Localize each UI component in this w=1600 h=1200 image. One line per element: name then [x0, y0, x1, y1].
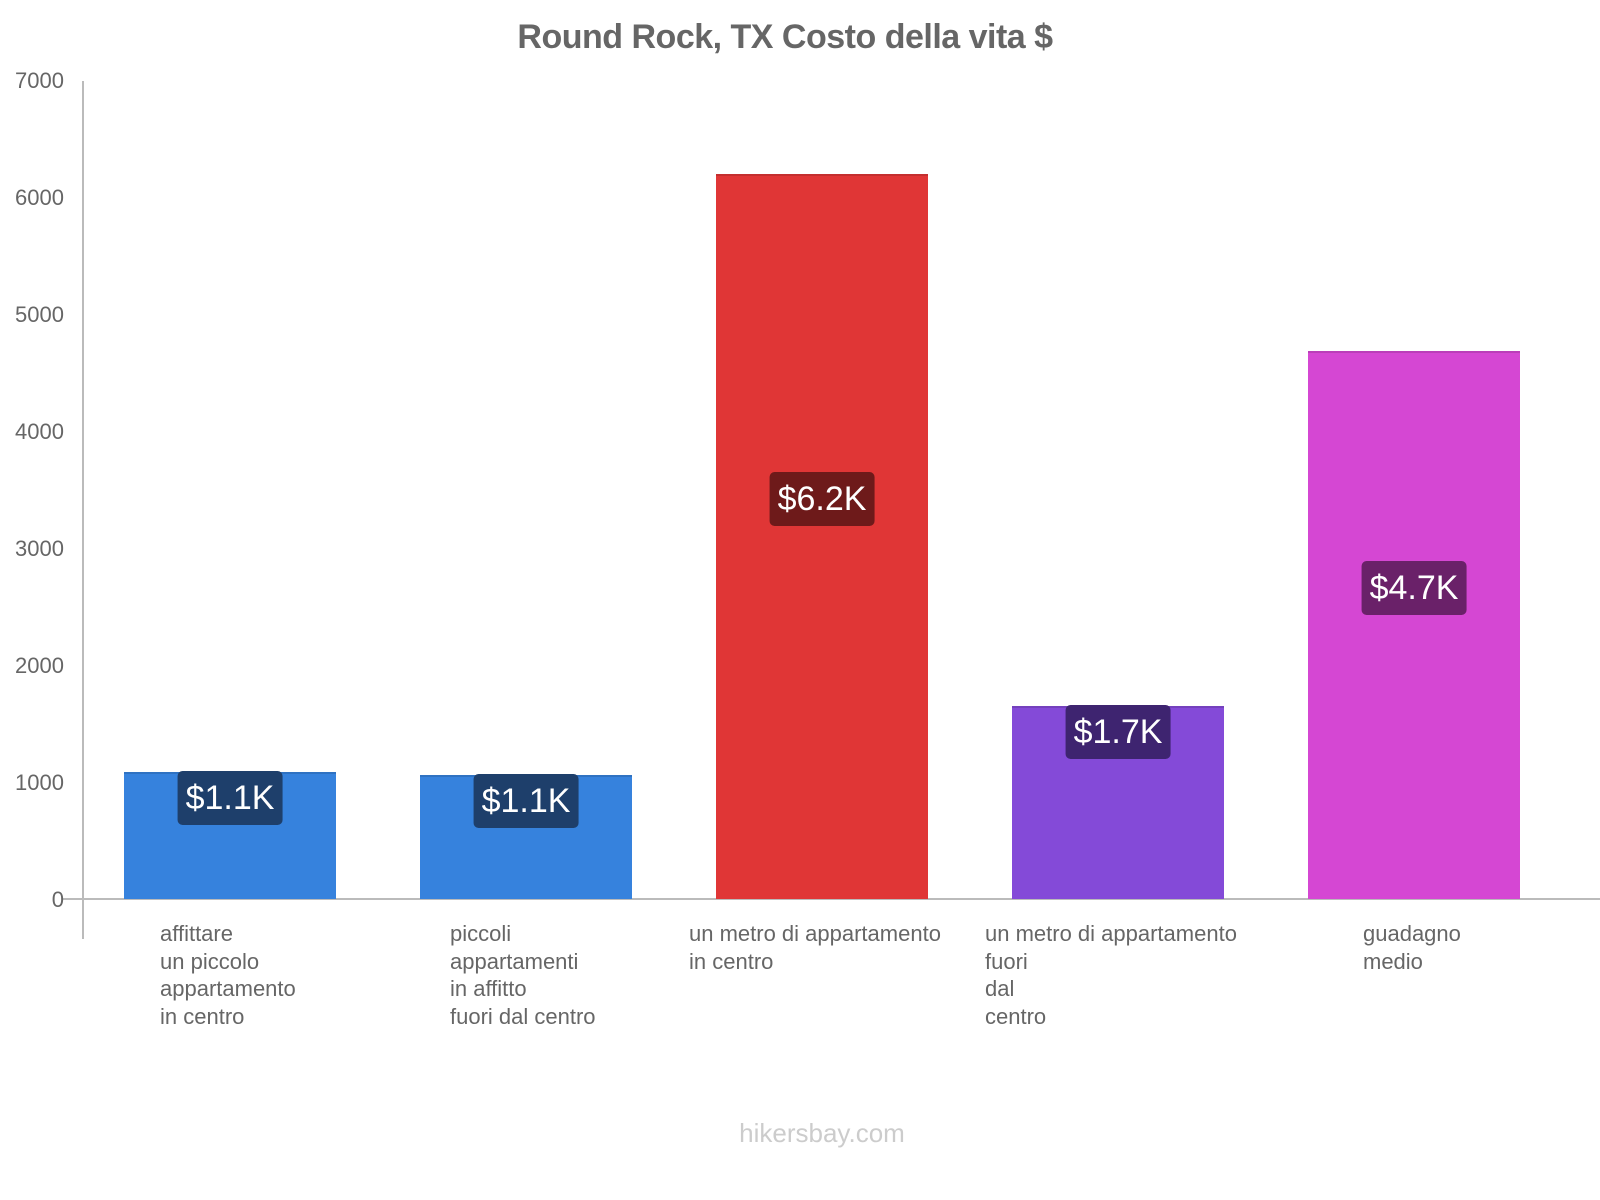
- x-label-line: centro: [985, 1003, 1047, 1029]
- x-label-line: fuori: [985, 948, 1028, 974]
- x-category-label: affittare un piccolo appartamento in cen…: [160, 920, 296, 1030]
- x-label-line: in centro: [160, 1003, 245, 1029]
- chart-title: Round Rock, TX Costo della vita $: [517, 18, 1053, 56]
- y-tick-label: 3000: [15, 536, 64, 561]
- x-category-label: un metro di appartamento in centro: [689, 920, 941, 975]
- bar-value-label: $1.1K: [473, 774, 579, 829]
- bar-value-label: $6.2K: [769, 472, 875, 527]
- x-axis-line: [62, 898, 1600, 900]
- x-label-line: piccoli: [450, 921, 512, 946]
- x-label-line: medio: [1363, 948, 1423, 974]
- y-tick-label: 7000: [15, 68, 64, 93]
- bar-value-label: $4.7K: [1361, 560, 1467, 615]
- x-label-line: appartamenti: [450, 948, 579, 974]
- x-label-line: un metro di appartamento: [689, 921, 941, 946]
- y-tick-label: 6000: [15, 185, 64, 210]
- bar-average-salary: [1308, 350, 1520, 899]
- watermark: hikersbay.com: [739, 1118, 905, 1148]
- x-label-line: appartamento: [160, 976, 296, 1001]
- bar-sqm-price-center: [716, 174, 928, 899]
- x-category-label: un metro di appartamento fuori dal centr…: [985, 920, 1237, 1030]
- y-tick-label: 1000: [15, 770, 64, 795]
- bar-value-label: $1.1K: [177, 770, 283, 825]
- x-label-line: un metro di appartamento: [985, 921, 1237, 946]
- bar-value-label: $1.7K: [1065, 705, 1171, 760]
- x-label-line: un piccolo: [160, 948, 260, 974]
- x-category-label: guadagno medio: [1363, 920, 1461, 975]
- x-label-line: fuori dal centro: [450, 1003, 596, 1029]
- x-label-line: in centro: [689, 948, 774, 974]
- y-tick-label: 0: [51, 887, 64, 912]
- x-label-line: in affitto: [450, 976, 527, 1001]
- y-tick-label: 2000: [15, 653, 64, 678]
- y-tick-label: 4000: [15, 419, 64, 444]
- x-label-line: affittare: [160, 921, 233, 946]
- x-label-line: guadagno: [1363, 921, 1461, 946]
- x-label-line: dal: [985, 976, 1015, 1001]
- y-tick-label: 5000: [15, 302, 64, 327]
- x-category-label: piccoli appartamenti in affitto fuori da…: [450, 920, 596, 1030]
- y-axis-line: [82, 81, 84, 939]
